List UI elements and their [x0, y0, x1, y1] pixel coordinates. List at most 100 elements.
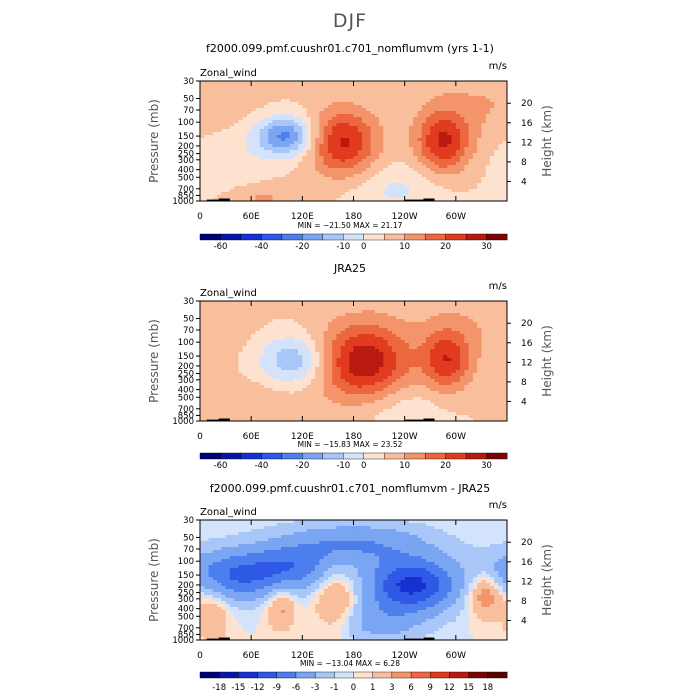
field-cell: [323, 174, 329, 178]
field-cell: [340, 192, 346, 196]
field-cell: [387, 120, 393, 124]
field-cell: [281, 307, 286, 311]
field-cell: [255, 340, 260, 344]
field-cell: [472, 328, 478, 332]
field-cell: [451, 102, 457, 106]
field-cell: [221, 132, 226, 136]
field-cell: [310, 364, 316, 368]
y-tick-label: 30: [183, 77, 194, 87]
field-cell: [225, 177, 231, 181]
field-cell: [379, 144, 384, 148]
field-cell: [285, 304, 290, 308]
field-cell: [234, 349, 239, 353]
field-cell: [455, 171, 461, 175]
field-cell: [246, 180, 252, 184]
field-cell: [285, 129, 290, 133]
field-cell: [472, 183, 478, 187]
field-cell: [455, 373, 461, 377]
field-cell: [408, 346, 414, 350]
y-tick-label: 100: [178, 118, 194, 128]
field-cell: [336, 328, 341, 332]
colorbar-swatch: [302, 233, 324, 241]
field-cell: [225, 346, 231, 350]
field-cell: [225, 150, 231, 154]
field-cell: [443, 90, 448, 94]
field-cell: [387, 105, 393, 109]
field-cell: [400, 352, 405, 356]
field-cell: [357, 316, 363, 320]
field-cell: [408, 108, 414, 112]
field-cell: [306, 105, 312, 109]
field-cell: [472, 114, 478, 118]
field-cell: [383, 96, 388, 100]
field-cell: [383, 147, 388, 151]
field-cell: [310, 198, 316, 202]
field-cell: [438, 316, 444, 320]
field-cell: [319, 364, 324, 368]
field-cell: [259, 319, 265, 323]
field-cell: [485, 180, 491, 184]
field-cell: [434, 138, 440, 142]
field-cell: [229, 340, 235, 344]
field-cell: [451, 343, 457, 347]
field-cell: [400, 319, 405, 323]
field-cell: [455, 81, 461, 85]
field-cell: [417, 111, 423, 115]
field-cell: [234, 325, 239, 329]
field-cell: [383, 87, 388, 91]
field-cell: [251, 307, 256, 311]
field-cell: [217, 105, 222, 109]
field-cell: [396, 186, 401, 190]
field-cell: [383, 102, 388, 106]
field-cell: [263, 174, 269, 178]
field-cell: [370, 307, 376, 311]
field-cell: [340, 340, 346, 344]
field-cell: [349, 331, 354, 335]
field-cell: [306, 165, 312, 169]
field-cell: [310, 120, 316, 124]
field-cell: [438, 147, 444, 151]
field-cell: [310, 379, 316, 383]
field-cell: [246, 87, 252, 91]
field-cell: [464, 195, 469, 199]
field-cell: [272, 141, 278, 145]
field-cell: [362, 156, 367, 160]
field-cell: [430, 189, 435, 193]
field-cell: [417, 153, 423, 157]
field-cell: [225, 310, 231, 314]
field-cell: [485, 147, 491, 151]
field-cell: [391, 141, 397, 145]
field-cell: [289, 346, 295, 350]
field-cell: [460, 144, 465, 148]
field-cell: [489, 186, 495, 190]
field-cell: [417, 159, 423, 163]
field-cell: [413, 114, 418, 118]
field-cell: [281, 304, 286, 308]
field-cell: [443, 180, 448, 184]
field-cell: [344, 117, 350, 121]
field-cell: [234, 138, 239, 142]
field-cell: [255, 159, 260, 163]
field-cell: [370, 313, 376, 317]
field-cell: [204, 153, 209, 157]
field-cell: [366, 367, 371, 371]
field-cell: [379, 331, 384, 335]
field-cell: [306, 316, 312, 320]
field-cell: [276, 198, 282, 202]
field-cell: [327, 195, 333, 199]
field-cell: [285, 316, 290, 320]
field-cell: [306, 96, 312, 100]
field-cell: [481, 195, 486, 199]
field-cell: [438, 174, 444, 178]
field-cell: [421, 129, 427, 133]
field-cell: [327, 304, 333, 308]
field-cell: [344, 198, 350, 202]
field-cell: [285, 352, 290, 356]
field-cell: [285, 367, 290, 371]
field-cell: [408, 138, 414, 142]
field-cell: [238, 195, 243, 199]
field-cell: [217, 334, 222, 338]
field-cell: [494, 90, 499, 94]
field-cell: [421, 120, 427, 124]
field-cell: [289, 301, 295, 305]
